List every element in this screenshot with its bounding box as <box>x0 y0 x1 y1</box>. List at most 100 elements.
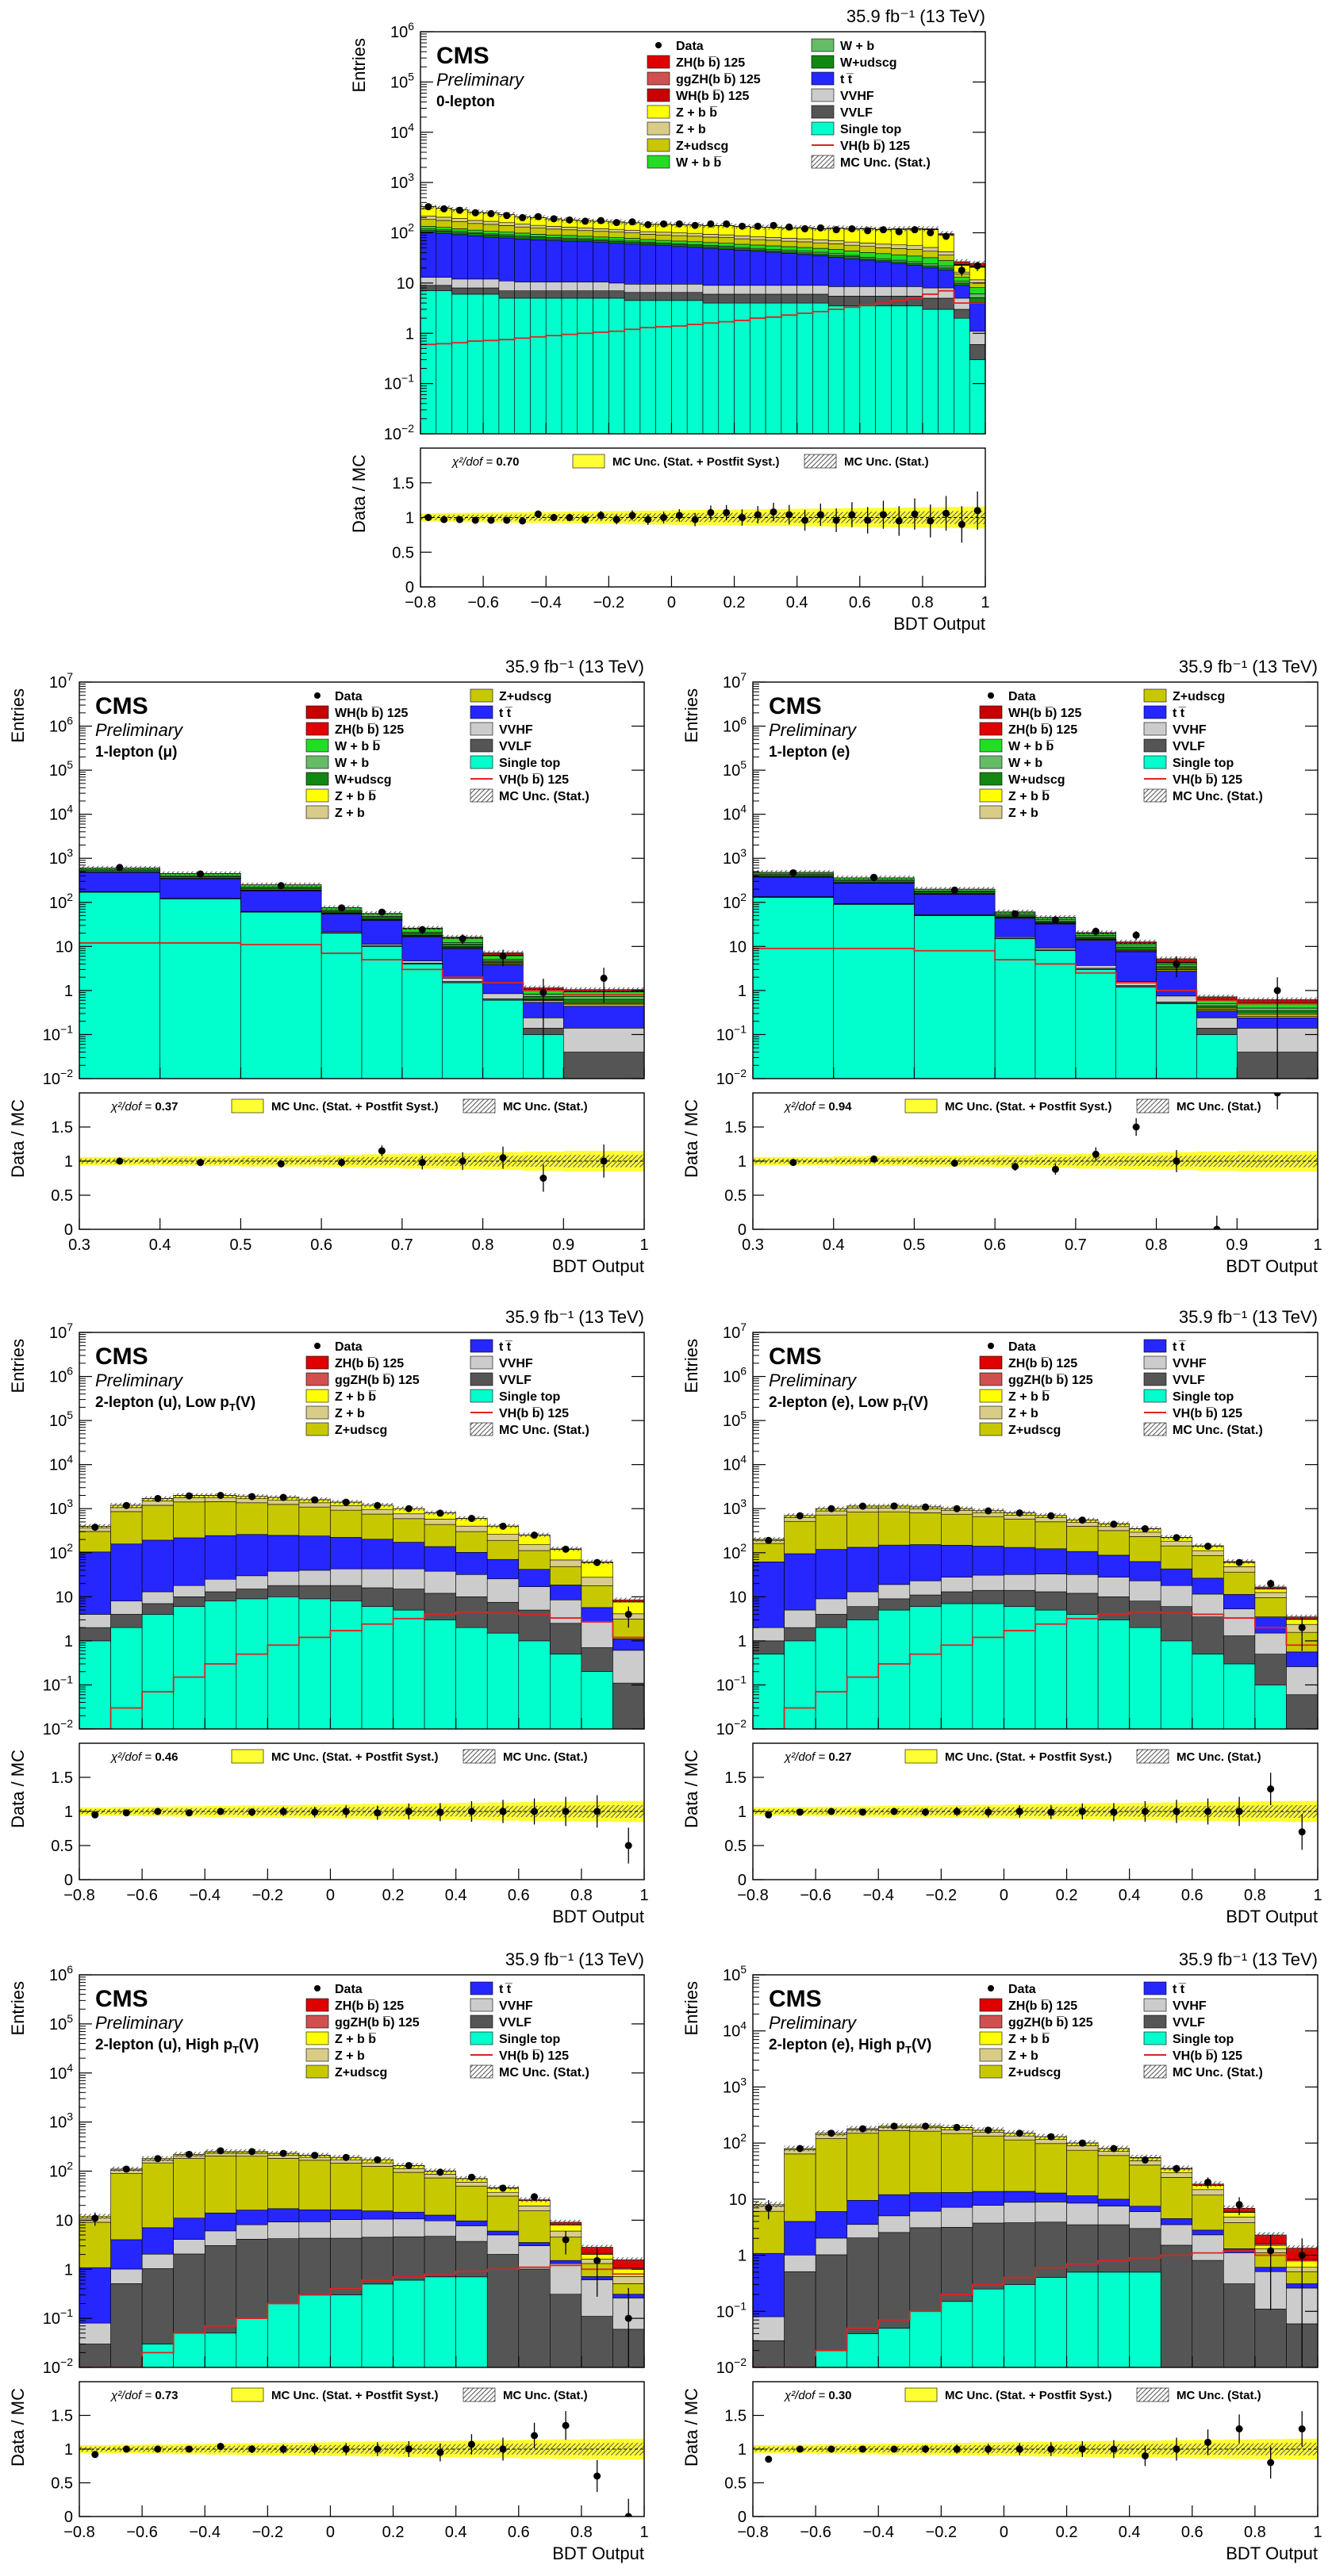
bar <box>1161 1607 1192 1641</box>
bar <box>160 899 241 1083</box>
chi2-value: 0.70 <box>496 455 519 469</box>
data-point <box>500 953 507 960</box>
bar <box>1035 951 1076 1083</box>
bar <box>1161 1541 1192 1546</box>
legend-swatch <box>306 1406 328 1419</box>
ratio-point <box>1016 1808 1023 1815</box>
legend-label: Data <box>1008 1340 1036 1354</box>
legend-entry: Z+udscg <box>980 2065 1061 2080</box>
legend-label: t t̅ <box>840 73 854 86</box>
main-plot-area <box>79 1492 644 1733</box>
channel-tail: (V) <box>236 1394 255 1411</box>
x-tick-label: 0 <box>326 1887 335 1904</box>
ratio-tick-label: 0.5 <box>724 2475 747 2493</box>
bar <box>1223 1609 1255 1636</box>
legend-marker <box>988 1985 994 1991</box>
legend-label: W + b b̅ <box>1008 739 1054 753</box>
bar <box>111 1544 143 1601</box>
bar <box>582 1586 613 1608</box>
ratio-tick-label: 1 <box>64 1153 73 1171</box>
bar <box>562 282 578 291</box>
data-point <box>912 226 919 233</box>
cms-label: CMS <box>436 43 489 69</box>
data-point <box>739 223 746 230</box>
bar <box>1098 1555 1130 1577</box>
bar <box>703 243 719 246</box>
bar <box>941 2192 973 2207</box>
legend-label: VVLF <box>840 106 873 120</box>
x-tick-label: −0.6 <box>126 2524 157 2541</box>
data-point <box>248 2148 255 2155</box>
ratio-tick-label: 1.5 <box>724 2408 747 2425</box>
bar <box>828 255 844 257</box>
bar <box>487 2231 519 2235</box>
bar <box>582 2367 613 2371</box>
data-point <box>436 2168 443 2175</box>
ratio-point <box>343 1808 350 1815</box>
bar <box>828 257 844 286</box>
data-point <box>765 2204 772 2211</box>
bar <box>393 2237 425 2280</box>
bar <box>785 2154 816 2221</box>
bar <box>687 293 703 301</box>
bar <box>299 2238 331 2295</box>
legend-swatch <box>470 1373 493 1386</box>
chart-svg: 10−210−1110102103104105106107Entries35.9… <box>674 650 1332 1285</box>
data-point <box>958 266 965 274</box>
bar <box>111 2367 143 2371</box>
ratio-point <box>927 517 934 524</box>
legend-label: VH(b b̅) 125 <box>1173 2049 1242 2063</box>
ratio-point <box>870 1156 877 1163</box>
channel-tail: (V) <box>239 2037 259 2053</box>
bar <box>550 1560 582 1566</box>
legend-swatch <box>1144 2032 1166 2045</box>
legend-swatch <box>470 1356 493 1369</box>
y-tick-exponent: 7 <box>67 1321 73 1333</box>
ratio-point <box>785 512 793 519</box>
data-point <box>1052 916 1059 923</box>
bar <box>941 2207 973 2227</box>
bar <box>847 2333 879 2371</box>
bar <box>299 1536 331 1570</box>
chi2-prefix: χ²/dof = <box>109 1100 155 1114</box>
bar <box>1130 2272 1161 2371</box>
data-point <box>922 1504 929 1511</box>
bar <box>174 1538 205 1585</box>
bar <box>483 232 499 234</box>
bar <box>1004 1590 1035 1606</box>
bar <box>1098 1531 1130 1555</box>
ratio-legend-syst-label: MC Unc. (Stat. + Postfit Syst.) <box>271 2389 438 2402</box>
y-tick-label: 10−2 <box>43 1067 73 1088</box>
data-point <box>459 935 466 942</box>
legend-label: Data <box>335 1983 363 1996</box>
bar <box>1035 1549 1067 1574</box>
legend-entry: VVHF <box>470 1999 533 2013</box>
bar <box>519 2211 551 2243</box>
x-tick-label: −0.2 <box>252 2524 283 2541</box>
bar <box>420 232 436 278</box>
bar <box>995 918 1035 937</box>
bar <box>1286 1729 1318 1733</box>
ratio-plot-area <box>753 1773 1318 1850</box>
ratio-legend-stat-label: MC Unc. (Stat.) <box>1177 2389 1261 2402</box>
bar <box>362 2284 393 2371</box>
bar <box>844 245 860 251</box>
bar <box>1196 1028 1237 1034</box>
ratio-point <box>405 1808 413 1815</box>
legend-swatch <box>980 2049 1002 2061</box>
bar <box>954 286 969 298</box>
bar <box>578 282 593 291</box>
data-point <box>1047 2133 1054 2141</box>
bar <box>393 2219 425 2237</box>
data-point <box>405 2162 413 2169</box>
bar <box>519 1570 551 1587</box>
y-tick-exponent: 4 <box>740 803 747 815</box>
bar <box>812 254 828 255</box>
ratio-legend-syst-label: MC Unc. (Stat. + Postfit Syst.) <box>271 1100 438 1114</box>
chi2-prefix: χ²/dof = <box>451 455 496 469</box>
bar <box>593 243 609 282</box>
bar <box>785 1521 816 1554</box>
legend-entry: W + b <box>306 756 369 770</box>
ratio-point <box>974 507 981 514</box>
